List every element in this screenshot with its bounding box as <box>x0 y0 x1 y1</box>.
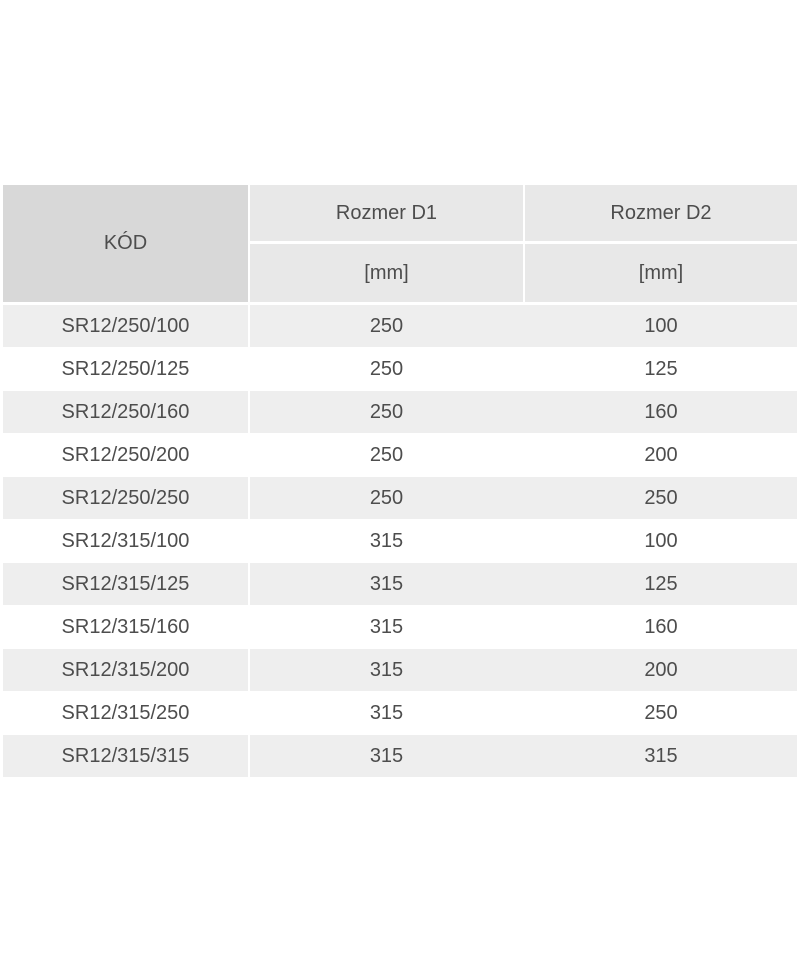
table-row: SR12/315/160 315 160 <box>3 606 797 648</box>
cell-d1: 250 <box>369 443 404 466</box>
cell-code: SR12/315/250 <box>61 701 190 724</box>
cell-d1: 315 <box>369 572 404 595</box>
cell-code: SR12/315/200 <box>61 658 190 681</box>
cell-d1: 315 <box>369 658 404 681</box>
cell-d1: 250 <box>369 314 404 337</box>
cell-d1: 315 <box>369 744 404 767</box>
cell-d1: 250 <box>369 486 404 509</box>
cell-d1: 315 <box>369 615 404 638</box>
cell-d2: 125 <box>644 357 678 380</box>
cell-d1: 250 <box>369 357 404 380</box>
cell-code: SR12/250/200 <box>61 443 190 466</box>
cell-d1: 250 <box>369 400 404 423</box>
cell-code: SR12/315/315 <box>61 744 190 767</box>
cell-d2: 125 <box>644 572 678 595</box>
cell-code: SR12/315/125 <box>61 572 190 595</box>
cell-d1: 315 <box>369 701 404 724</box>
table-row: SR12/315/125 315 125 <box>3 563 797 605</box>
cell-d2: 160 <box>644 615 678 638</box>
cell-code: SR12/250/100 <box>61 314 190 337</box>
cell-code: SR12/315/100 <box>61 529 190 552</box>
table-row: SR12/315/250 315 250 <box>3 692 797 734</box>
column-separator <box>248 563 250 605</box>
header-d2: Rozmer D2 <box>525 185 797 241</box>
table-row: SR12/315/315 315 315 <box>3 735 797 777</box>
cell-code: SR12/250/160 <box>61 400 190 423</box>
cell-d2: 315 <box>644 744 678 767</box>
table-row: SR12/315/200 315 200 <box>3 649 797 691</box>
header-unit-d1: [mm] <box>250 244 523 302</box>
header-code: KÓD <box>3 185 248 302</box>
header-unit-d2: [mm] <box>525 244 797 302</box>
cell-code: SR12/315/160 <box>61 615 190 638</box>
column-separator <box>248 649 250 691</box>
cell-code: SR12/250/125 <box>61 357 190 380</box>
column-separator <box>248 735 250 777</box>
table-row: SR12/250/200 250 200 <box>3 434 797 476</box>
cell-d2: 200 <box>644 443 678 466</box>
cell-d2: 160 <box>644 400 678 423</box>
table-row: SR12/250/250 250 250 <box>3 477 797 519</box>
table-row: SR12/250/125 250 125 <box>3 348 797 390</box>
header-d1: Rozmer D1 <box>250 185 523 241</box>
column-separator <box>248 477 250 519</box>
table-row: SR12/315/100 315 100 <box>3 520 797 562</box>
column-separator <box>248 305 250 347</box>
cell-d2: 250 <box>644 486 678 509</box>
table-row: SR12/250/100 250 100 <box>3 305 797 347</box>
cell-d2: 250 <box>644 701 678 724</box>
cell-d2: 100 <box>644 314 678 337</box>
cell-code: SR12/250/250 <box>61 486 190 509</box>
cell-d1: 315 <box>369 529 404 552</box>
column-separator <box>248 391 250 433</box>
cell-d2: 200 <box>644 658 678 681</box>
table-row: SR12/250/160 250 160 <box>3 391 797 433</box>
cell-d2: 100 <box>644 529 678 552</box>
